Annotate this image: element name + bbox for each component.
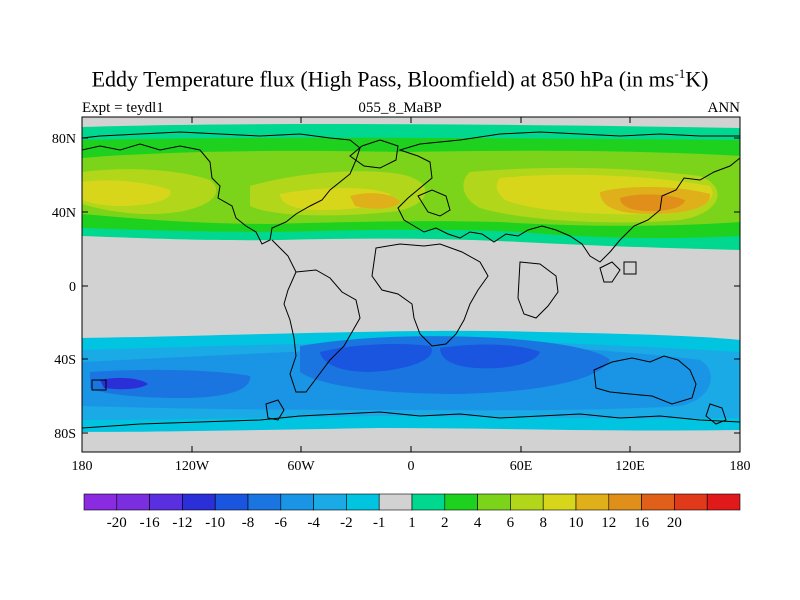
experiment-label: Expt = teydl1	[82, 100, 164, 116]
colorbar-label: -10	[205, 515, 225, 531]
lon-ticks	[81, 117, 741, 452]
colorbar-box	[83, 493, 118, 511]
lon-label: 180	[72, 459, 93, 474]
lon-label: 120W	[175, 459, 210, 474]
colorbar: -20 -16 -12 -10 -8 -6 -4 -2 -1 1 2 4 6 8 10 12 16 20	[83, 493, 741, 531]
colorbar-label: -1	[373, 515, 386, 531]
colorbar-label: -4	[307, 515, 320, 531]
colorbar-label: 12	[601, 515, 616, 531]
coastline-central-america	[271, 239, 297, 273]
colorbar-box	[444, 493, 478, 511]
colorbar-label: -16	[140, 515, 160, 531]
coastline-africa	[371, 243, 489, 347]
colorbar-box	[477, 493, 511, 511]
sh-contour-blue	[90, 369, 251, 398]
colorbar-box	[280, 493, 314, 511]
colorbar-label: 4	[474, 515, 482, 531]
lat-label: 80S	[54, 427, 76, 442]
colorbar-label: 20	[667, 515, 682, 531]
colorbar-box	[214, 493, 249, 511]
colorbar-label: 8	[539, 515, 547, 531]
lat-label: 40N	[52, 206, 76, 221]
colorbar-labels: -20 -16 -12 -10 -8 -6 -4 -2 -1 1 2 4 6 8 10 12 16 20	[107, 515, 682, 531]
title-text: Eddy Temperature flux (High Pass, Bloomf…	[91, 66, 675, 92]
lat-label: 80N	[52, 132, 76, 147]
nh-contour-dark-orange	[620, 194, 685, 212]
colorbar-box	[411, 493, 446, 511]
colorbar-box	[575, 493, 610, 511]
coastline-antarctic-peninsula	[265, 399, 285, 421]
colorbar-label: -8	[242, 515, 255, 531]
lon-label: 120E	[615, 459, 645, 474]
colorbar-box	[641, 493, 675, 511]
contour-field	[82, 117, 740, 452]
title-superscript: -1	[674, 66, 686, 81]
sh-contour-dark-blue	[440, 344, 540, 369]
colorbar-box	[247, 493, 282, 511]
coastline-new-zealand	[705, 403, 727, 425]
sh-contour-deep-blue	[100, 377, 148, 390]
coastline-sh-island	[91, 379, 107, 391]
coastline-europe-inlet	[417, 189, 451, 217]
colorbar-label: 16	[634, 515, 650, 531]
colorbar-label: -6	[275, 515, 288, 531]
colorbar-box	[346, 493, 380, 511]
colorbar-box	[149, 493, 183, 511]
colorbar-label: -12	[172, 515, 192, 531]
colorbar-label: 1	[408, 515, 416, 531]
colorbar-label: 2	[441, 515, 449, 531]
colorbar-box	[182, 493, 216, 511]
colorbar-label: 6	[507, 515, 515, 531]
nh-contour-yellow	[82, 180, 171, 206]
colorbar-box	[706, 493, 741, 511]
period-label: ANN	[707, 100, 741, 116]
coastline-greenland	[349, 139, 399, 169]
lon-label: 0	[408, 459, 415, 474]
coastline-north-america	[82, 131, 361, 245]
colorbar-box	[674, 493, 708, 511]
colorbar-box	[608, 493, 642, 511]
lon-label: 60W	[287, 459, 315, 474]
lon-label: 180	[730, 459, 751, 474]
colorbar-box	[313, 493, 347, 511]
colorbar-boxes	[83, 493, 741, 511]
colorbar-box	[542, 493, 577, 511]
lat-label: 0	[69, 280, 76, 295]
coastlines	[82, 131, 740, 429]
coastline-antarctica	[82, 411, 740, 429]
coastline-eurasia	[397, 131, 740, 263]
colorbar-box	[378, 493, 413, 511]
colorbar-box	[510, 493, 544, 511]
coastline-australia	[593, 355, 697, 405]
run-label: 055_8_MaBP	[358, 100, 442, 116]
coastline-south-america	[283, 269, 361, 393]
colorbar-label: 10	[569, 515, 584, 531]
title-unit-end: K)	[685, 66, 709, 92]
colorbar-label: -20	[107, 515, 127, 531]
sh-contour-dark-blue	[320, 344, 432, 372]
map-title: Eddy Temperature flux (High Pass, Bloomf…	[0, 66, 800, 92]
colorbar-label: -2	[340, 515, 353, 531]
coastline-island	[623, 261, 637, 275]
nh-contour-orange	[350, 193, 400, 209]
coastline-india	[517, 261, 559, 319]
lon-label: 60E	[510, 459, 533, 474]
coastline-southeast-asia	[599, 261, 621, 283]
lat-label: 40S	[54, 353, 76, 368]
colorbar-box	[116, 493, 150, 511]
lat-ticks	[82, 137, 740, 434]
